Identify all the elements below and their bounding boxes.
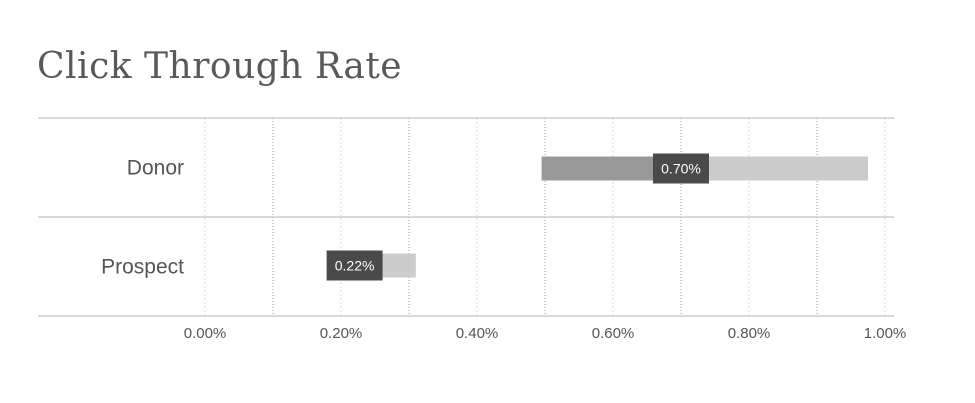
data-label-text: 0.22% (335, 258, 375, 274)
category-labels: Donor Prospect (101, 157, 184, 279)
x-tick-label: 0.40% (456, 325, 499, 342)
x-tick-label: 0.20% (320, 325, 363, 342)
data-label-donor: 0.70% (653, 153, 709, 184)
x-tick-label: 0.00% (184, 325, 227, 342)
axis-lines (38, 117, 894, 317)
x-tick-label: 0.80% (728, 325, 771, 342)
data-label-text: 0.70% (661, 161, 701, 177)
data-label-box (653, 153, 709, 184)
bar-upper-segment-donor (681, 156, 868, 181)
x-tick-label: 1.00% (864, 325, 907, 342)
data-label-prospect: 0.22% (326, 250, 383, 281)
x-tick-labels: 0.00% 0.20% 0.40% 0.60% 0.80% 1.00% (184, 325, 907, 342)
grid-lines (204, 118, 886, 316)
range-bars: 0.70% 0.22% (326, 153, 868, 281)
chart-title: Click Through Rate (37, 46, 403, 87)
category-label-prospect: Prospect (101, 256, 184, 279)
category-label-donor: Donor (127, 157, 184, 180)
x-tick-label: 0.60% (592, 325, 635, 342)
data-label-box (326, 250, 383, 281)
